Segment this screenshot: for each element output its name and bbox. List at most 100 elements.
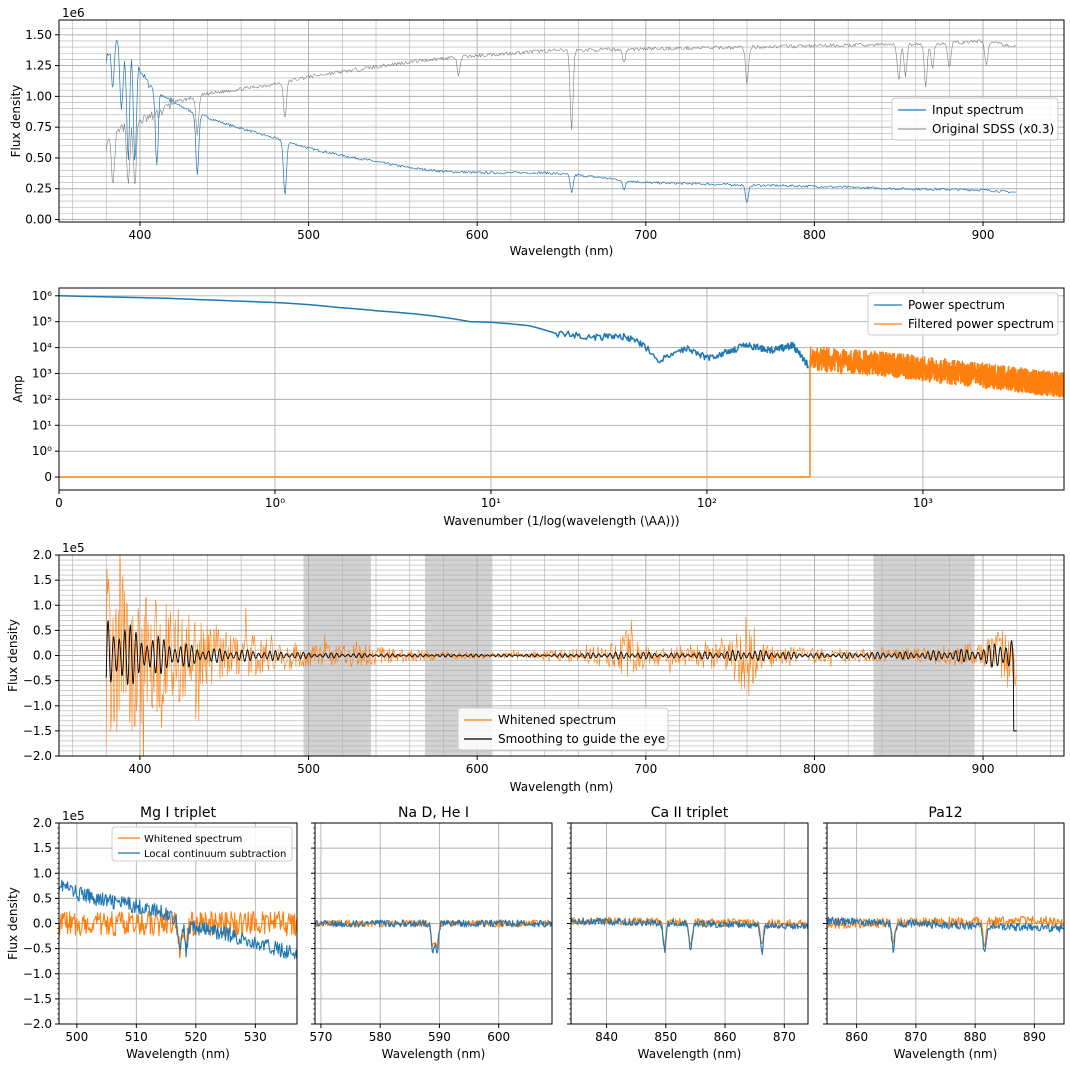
x-tick-label: 600: [466, 762, 489, 776]
x-tick-label: 10²: [697, 496, 717, 510]
x-tick-label: 520: [184, 1030, 207, 1044]
y-tick-label: −0.5: [23, 942, 52, 956]
y-tick-label: 10⁰: [32, 444, 52, 458]
y-tick-label: 0.0: [33, 917, 52, 931]
x-tick-label: 600: [487, 1030, 510, 1044]
y-tick-label: 2.0: [33, 816, 52, 830]
axes-frame: [570, 822, 809, 1025]
x-tick-label: 10³: [913, 496, 933, 510]
x-tick-label: 570: [309, 1030, 332, 1044]
x-tick-label: 0: [55, 496, 63, 510]
y-tick-label: −2.0: [23, 749, 52, 763]
x-axis-label: Wavelength (nm): [126, 1047, 230, 1061]
plot-area: [105, 39, 1016, 203]
y-tick-label: 1.5: [33, 573, 52, 587]
series-whitened-spectrum: [827, 915, 1064, 948]
legend: Input spectrum Original SDSS (x0.3): [891, 97, 1059, 141]
axes-frame: [58, 287, 1065, 491]
series-input-spectrum: [105, 39, 1016, 203]
x-tick-label: 870: [773, 1030, 796, 1044]
x-tick-label: 580: [369, 1030, 392, 1044]
x-tick-label: 10⁰: [265, 496, 285, 510]
y-tick-label: −1.5: [23, 724, 52, 738]
legend-frame: [867, 292, 1059, 336]
legend-label: Smoothing to guide the eye: [498, 732, 665, 746]
x-tick-label: 700: [634, 228, 657, 242]
x-tick-label: 590: [428, 1030, 451, 1044]
y-axis-label: Flux density: [6, 619, 20, 692]
x-axis-label: Wavelength (nm): [510, 780, 614, 794]
y-tick-label: 0.0: [33, 649, 52, 663]
series-local-continuum: [315, 919, 552, 954]
panel-title: Na D, He I: [398, 805, 469, 821]
y-tick-label: 2.0: [33, 548, 52, 562]
y-tick-label: 0.00: [25, 213, 52, 227]
x-tick-label: 800: [803, 762, 826, 776]
y-tick-label: −1.0: [23, 699, 52, 713]
x-tick-label: 700: [634, 762, 657, 776]
panel-na-d-he-i: 570 580 590 600 Na D, He I Wavelength (nm): [309, 805, 553, 1061]
y-tick-label: 10²: [32, 392, 52, 406]
y-tick-label: 1.0: [33, 866, 52, 880]
legend-label: Local continuum subtraction: [144, 849, 286, 860]
y-tick-label: 10⁵: [32, 315, 52, 329]
y-tick-label: 0.75: [25, 120, 52, 134]
legend: Power spectrum Filtered power spectrum: [867, 292, 1059, 336]
legend-label: Power spectrum: [908, 298, 1005, 312]
legend-label: Original SDSS (x0.3): [932, 122, 1054, 136]
legend-label: Filtered power spectrum: [908, 317, 1054, 331]
y-tick-label: 10⁴: [32, 341, 52, 355]
x-tick-label: 850: [654, 1030, 677, 1044]
plot-area: [315, 919, 552, 954]
x-tick-label: 400: [128, 228, 151, 242]
series-power-spectrum: [59, 295, 809, 369]
axes-frame: [58, 822, 298, 1025]
axes-frame: [826, 822, 1065, 1025]
y-tick-label: 0.50: [25, 151, 52, 165]
plot-area: [827, 915, 1064, 954]
y-axis-label: Flux density: [6, 887, 20, 960]
panel-mg-triplet: 500 510 520 530 −2.0 −1.5 −1.0 −0.5 0.0 0.5 1.0 1.5…: [6, 805, 298, 1061]
y-tick-label: −1.5: [23, 992, 52, 1006]
panel-power-spectrum: 0 10⁰ 10¹ 10² 10³ 0 10⁰ 10¹ 10² 10³ 10⁴ 10⁵ 10⁶ Waven…: [11, 287, 1065, 528]
series-smoothing: [105, 620, 1017, 732]
x-tick-label: 400: [128, 762, 151, 776]
legend-label: Whitened spectrum: [498, 713, 616, 727]
x-tick-label: 900: [972, 228, 995, 242]
legend: Whitened spectrum Local continuum subtrac…: [111, 826, 293, 862]
legend-label: Input spectrum: [932, 103, 1024, 117]
plot-area: [59, 295, 1064, 478]
legend-frame: [457, 707, 669, 751]
panel-whitened-spectrum: 400 500 600 700 800 900 −2.0 −1.5 −1.0 −0.5 0.0 0.5…: [6, 541, 1065, 794]
plot-area: [571, 916, 808, 956]
x-axis-label: Wavelength (nm): [894, 1047, 998, 1061]
x-tick-label: 840: [595, 1030, 618, 1044]
x-axis-label: Wavelength (nm): [638, 1047, 742, 1061]
plot-area: [105, 555, 1017, 756]
series-whitened-spectrum: [105, 555, 1017, 756]
legend: Whitened spectrum Smoothing to guide the …: [457, 707, 669, 751]
x-tick-label: 800: [803, 228, 826, 242]
series-local-continuum: [827, 916, 1064, 954]
panel-title: Mg I triplet: [140, 805, 217, 821]
x-tick-label: 900: [972, 762, 995, 776]
x-tick-label: 880: [964, 1030, 987, 1044]
x-tick-label: 500: [65, 1030, 88, 1044]
y-tick-label: 0.5: [33, 891, 52, 905]
y-tick-label: 10³: [32, 366, 52, 380]
x-tick-label: 500: [297, 762, 320, 776]
axes-frame: [58, 554, 1065, 757]
series-local-continuum: [59, 879, 297, 960]
x-tick-label: 890: [1023, 1030, 1046, 1044]
x-tick-label: 860: [845, 1030, 868, 1044]
y-axis-label: Flux density: [9, 85, 23, 158]
y-offset-text: 1e5: [62, 541, 85, 555]
y-tick-label: 0.25: [25, 182, 52, 196]
x-tick-label: 530: [244, 1030, 267, 1044]
y-tick-label: 10⁶: [32, 289, 52, 303]
y-tick-label: 0.5: [33, 623, 52, 637]
x-axis-label: Wavelength (nm): [382, 1047, 486, 1061]
y-tick-label: 1.0: [33, 598, 52, 612]
series-filtered-power-spectrum: [59, 346, 1064, 478]
